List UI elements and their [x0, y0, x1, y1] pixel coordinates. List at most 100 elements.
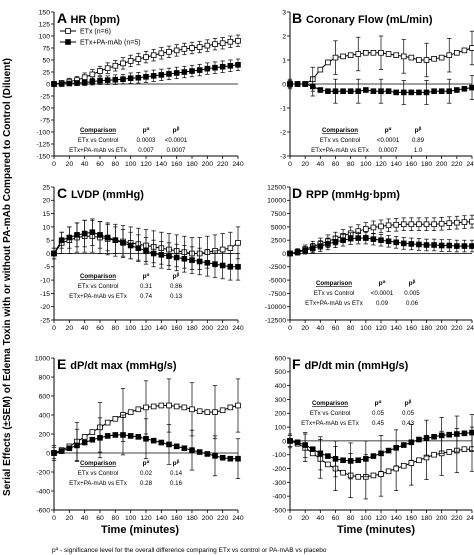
data-point	[416, 57, 422, 63]
x-tick-label: 80	[112, 515, 120, 522]
y-tick-label: -5000	[269, 278, 287, 285]
x-tick-label: 20	[301, 325, 309, 332]
data-point	[58, 448, 65, 454]
stats-p-alpha-value: 0.0003	[137, 137, 156, 144]
data-point	[120, 432, 126, 438]
stats-table: Comparison pα pβ ETx vs Control 0.05 0.05 ETx+…	[301, 399, 414, 428]
x-tick-label: 20	[66, 161, 74, 168]
data-point	[378, 237, 384, 244]
data-point	[127, 58, 134, 64]
data-point	[150, 250, 157, 257]
data-point	[400, 442, 407, 448]
y-tick-label: 200	[275, 411, 287, 418]
data-point	[173, 254, 180, 261]
x-tick-label: 40	[81, 325, 89, 332]
data-point	[181, 256, 188, 262]
x-tick-label: 220	[451, 325, 463, 332]
footnote: pα - significance level for the overall …	[52, 546, 327, 555]
data-point	[378, 450, 384, 457]
data-point	[294, 249, 301, 256]
x-tick-label: 140	[390, 161, 402, 168]
stats-table: Comparison pα pβ ETx vs Control <0.0001 0.89 E…	[311, 126, 424, 155]
x-tick-label: 100	[360, 515, 372, 522]
data-point	[74, 232, 80, 238]
data-point	[120, 60, 126, 67]
panel-letter: A	[57, 10, 70, 26]
data-point	[461, 446, 468, 452]
data-point	[423, 89, 430, 96]
data-point	[393, 239, 399, 246]
x-tick-label: 0	[52, 161, 56, 168]
x-tick-label: 20	[301, 515, 309, 522]
stats-p-alpha-value: 0.45	[372, 420, 385, 427]
data-point	[120, 240, 126, 246]
stats-p-alpha-value: 0.74	[140, 293, 153, 300]
data-point	[219, 63, 226, 70]
stats-p-beta-value: 1.0	[414, 147, 423, 154]
data-point	[112, 62, 119, 69]
series-etx-pa-mab	[287, 231, 474, 257]
data-point	[355, 51, 362, 57]
x-tick-label: 180	[186, 515, 198, 522]
stats-p-beta-value: 0.86	[170, 283, 183, 290]
x-tick-label: 240	[232, 515, 244, 522]
x-tick-label: 160	[171, 325, 183, 332]
data-point	[189, 257, 195, 263]
y-tick-label: -5	[44, 264, 50, 271]
x-tick-label: 120	[375, 515, 387, 522]
y-tick-label: -400	[272, 494, 286, 501]
data-point	[393, 465, 399, 472]
data-point	[227, 62, 234, 69]
x-tick-label: 140	[390, 325, 402, 332]
x-tick-label: 180	[421, 325, 433, 332]
stats-p-beta-value: 0.14	[170, 470, 183, 477]
data-point	[438, 88, 445, 95]
stats-table: Comparison pα pβ ETx vs Control <0.0001 0.005…	[305, 279, 420, 308]
data-point	[143, 404, 149, 411]
data-point	[227, 245, 234, 251]
data-point	[127, 409, 134, 415]
data-point	[81, 79, 88, 86]
x-tick-label: 160	[406, 161, 418, 168]
data-point	[454, 431, 460, 437]
y-tick-label: 0	[282, 438, 286, 445]
data-point	[446, 431, 453, 438]
data-point	[446, 449, 453, 455]
data-point	[363, 50, 369, 56]
x-tick-label: 220	[451, 515, 463, 522]
data-point	[287, 250, 293, 257]
data-point	[196, 67, 203, 73]
data-point	[166, 253, 172, 259]
data-point	[189, 406, 195, 413]
data-point	[332, 238, 339, 245]
data-point	[173, 403, 180, 410]
x-tick-label: 120	[375, 161, 387, 168]
y-tick-label: -100	[36, 129, 50, 136]
data-point	[416, 89, 422, 96]
data-point	[212, 41, 218, 47]
x-tick-label: 100	[360, 325, 372, 332]
data-point	[166, 402, 172, 409]
legend-marker	[65, 39, 71, 45]
data-point	[408, 221, 415, 228]
data-point	[181, 445, 188, 452]
data-point	[454, 243, 460, 249]
series-etx-pa-mab	[51, 218, 241, 281]
data-point	[81, 230, 88, 237]
stats-comparison-label: ETx vs Control	[310, 410, 351, 417]
data-point	[89, 71, 96, 78]
x-tick-label: 40	[317, 515, 325, 522]
data-point	[204, 42, 211, 49]
y-tick-label: -400	[36, 488, 50, 495]
y-tick-label: 12500	[267, 184, 286, 191]
y-tick-label: -125	[36, 141, 50, 148]
stats-p-beta-value: 0.05	[402, 410, 415, 417]
y-tick-label: 125	[39, 21, 51, 28]
data-point	[66, 234, 73, 241]
data-point	[127, 242, 134, 249]
y-tick-label: 300	[275, 397, 287, 404]
y-tick-label: -50	[40, 105, 50, 112]
y-tick-label: 600	[275, 355, 287, 362]
data-point	[89, 436, 96, 443]
